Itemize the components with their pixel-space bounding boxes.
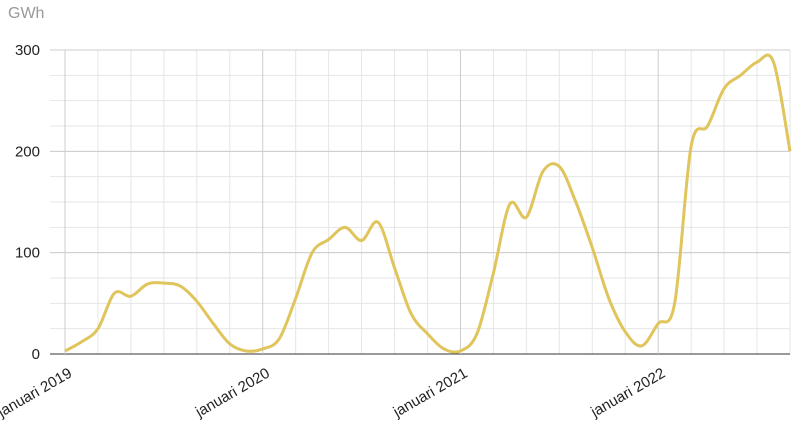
y-tick-label: 200 [15, 143, 40, 160]
x-tick-label: januari 2019 [0, 365, 75, 422]
y-tick-label: 300 [15, 42, 40, 59]
line [64, 53, 792, 354]
x-tick-label: januari 2020 [192, 365, 273, 422]
y-axis-label: GWh [8, 5, 44, 22]
x-tick-label: januari 2021 [390, 365, 471, 422]
y-tick-label: 0 [32, 346, 40, 363]
x-tick-label: januari 2022 [587, 365, 668, 422]
y-tick-label: 100 [15, 245, 40, 262]
